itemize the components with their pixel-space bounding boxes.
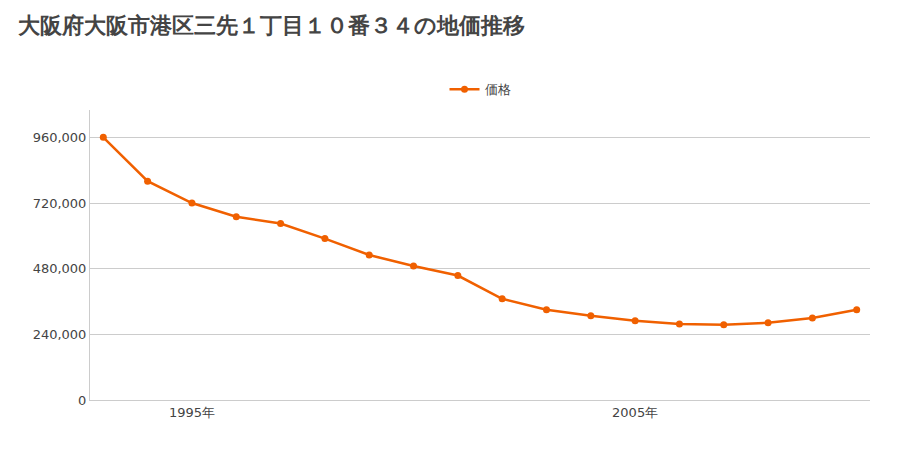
svg-text:大阪府大阪市港区三先１丁目１０番３４の地価推移: 大阪府大阪市港区三先１丁目１０番３４の地価推移 bbox=[18, 13, 525, 38]
svg-text:960,000: 960,000 bbox=[33, 130, 87, 145]
svg-text:0: 0 bbox=[78, 393, 86, 408]
svg-text:720,000: 720,000 bbox=[33, 196, 87, 211]
svg-text:240,000: 240,000 bbox=[33, 327, 87, 342]
svg-text:2005年: 2005年 bbox=[612, 405, 658, 420]
svg-text:480,000: 480,000 bbox=[33, 261, 87, 276]
svg-text:1995年: 1995年 bbox=[169, 405, 215, 420]
svg-text:価格: 価格 bbox=[485, 82, 511, 97]
